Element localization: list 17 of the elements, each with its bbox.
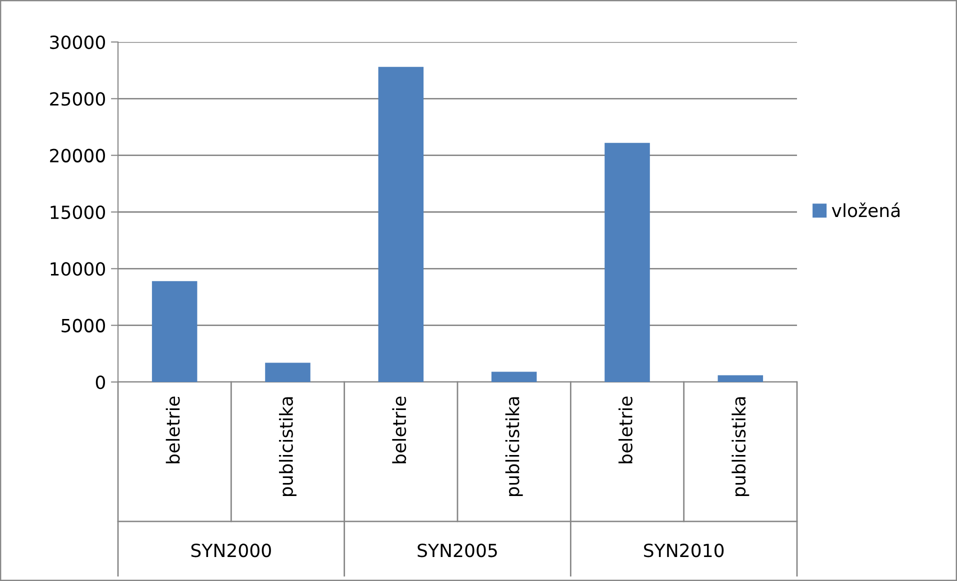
x-tick-label: beletrie xyxy=(392,396,406,464)
y-tick-label: 20000 xyxy=(50,148,105,162)
x-tick-label: beletrie xyxy=(618,396,632,464)
y-tick-label: 15000 xyxy=(50,205,105,220)
legend-label: vložená xyxy=(832,202,900,218)
y-tick-label: 5000 xyxy=(62,318,105,332)
x-tick-label: publicistika xyxy=(279,397,296,496)
y-tick-label: 30000 xyxy=(50,35,105,50)
x-tick-label: beletrie xyxy=(166,396,180,464)
y-tick-label: 10000 xyxy=(50,262,105,276)
y-tick-label: 0 xyxy=(96,375,105,390)
x-tick-label: publicistika xyxy=(732,397,750,496)
text: SYN2005 xyxy=(418,544,497,558)
x-tick-label: publicistika xyxy=(505,397,523,496)
text: SYN2000 xyxy=(191,544,271,558)
y-tick-label: 25000 xyxy=(50,92,105,106)
text: SYN2010 xyxy=(644,544,724,558)
